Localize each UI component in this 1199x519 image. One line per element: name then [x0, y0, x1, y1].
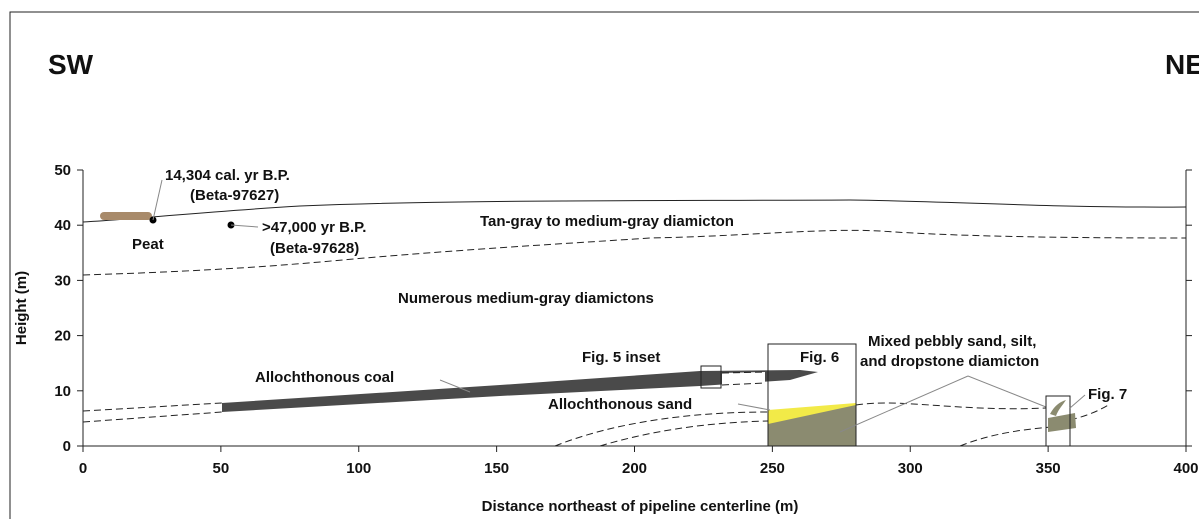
y-tick-label: 40: [54, 217, 71, 234]
y-tick-label: 0: [63, 438, 71, 455]
y-tick-label: 10: [54, 383, 71, 400]
x-tick-label: 350: [1036, 460, 1061, 477]
annotation: Numerous medium-gray diamictons: [398, 290, 654, 307]
cross-section-figure: SW NE Height (m) Distance northeast of p…: [0, 0, 1199, 519]
leader: [231, 225, 258, 227]
x-tick-label: 250: [760, 460, 785, 477]
y-tick-label: 50: [54, 162, 71, 179]
leader: [738, 404, 770, 410]
annotation: (Beta-97627): [190, 187, 279, 204]
annotation: Tan-gray to medium-gray diamicton: [480, 213, 734, 230]
sw-label: SW: [48, 49, 94, 80]
leader: [153, 180, 162, 220]
x-tick-label: 0: [79, 460, 87, 477]
annotation: (Beta-97628): [270, 240, 359, 257]
diamicton: [1050, 400, 1066, 416]
annotation: Fig. 5 inset: [582, 349, 660, 366]
coal-dash: [83, 403, 222, 411]
coal-dash: [83, 412, 222, 422]
x-tick-label: 300: [898, 460, 923, 477]
annotation: Fig. 6: [800, 349, 839, 366]
x-tick-label: 50: [213, 460, 230, 477]
x-tick-label: 100: [346, 460, 371, 477]
diamicton: [1048, 413, 1076, 432]
x-axis-title: Distance northeast of pipeline centerlin…: [482, 498, 799, 515]
sand-contact: [555, 412, 768, 446]
annotation: >47,000 yr B.P.: [262, 219, 366, 236]
sand-contact: [856, 403, 1046, 409]
annotation: Peat: [132, 236, 164, 253]
y-axis-title: Height (m): [13, 271, 30, 345]
annotation: 14,304 cal. yr B.P.: [165, 167, 290, 184]
ne-label: NE: [1165, 49, 1199, 80]
sand-contact: [600, 421, 768, 446]
x-tick-label: 150: [484, 460, 509, 477]
y-tick-label: 30: [54, 272, 71, 289]
x-tick-label: 200: [622, 460, 647, 477]
annotation: and dropstone diamicton: [860, 353, 1039, 370]
leader: [1070, 395, 1085, 408]
leader: [840, 376, 1046, 432]
x-tick-label: 400: [1173, 460, 1198, 477]
annotation: Allochthonous coal: [255, 369, 394, 386]
annotation: Allochthonous sand: [548, 396, 692, 413]
contact-line: [83, 230, 1186, 275]
frame: [10, 12, 1199, 519]
y-tick-label: 20: [54, 328, 71, 345]
peat: [100, 212, 152, 220]
annotation: Mixed pebbly sand, silt,: [868, 333, 1036, 350]
contact-line: [1070, 404, 1110, 420]
annotation: Fig. 7: [1088, 386, 1127, 403]
